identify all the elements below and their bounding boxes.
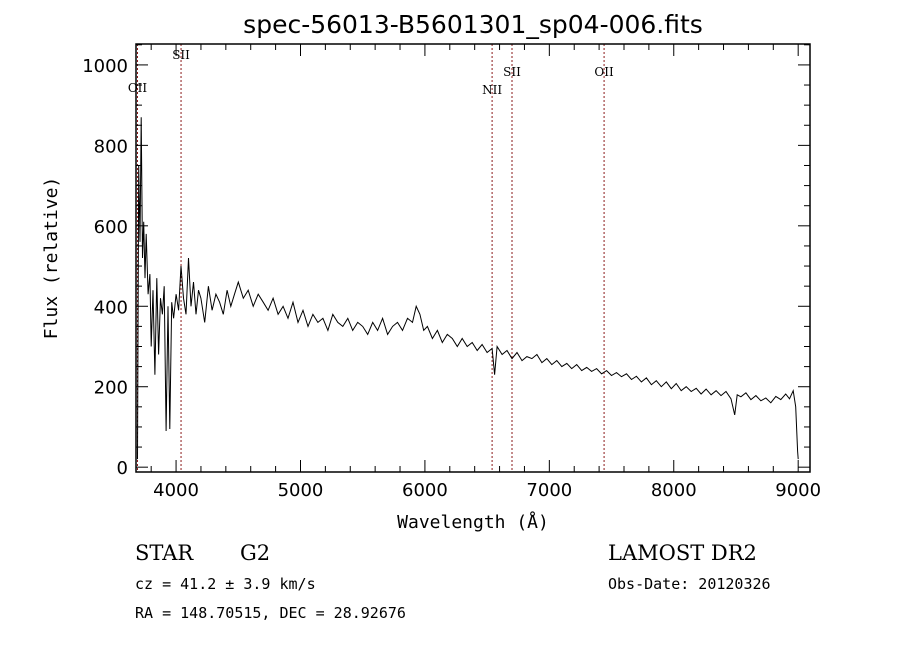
y-tick-label: 1000 (82, 56, 128, 77)
x-tick-label: 5000 (278, 480, 324, 501)
x-tick-label: 4000 (153, 480, 199, 501)
y-tick-label: 800 (94, 136, 128, 157)
emission-line-label: SII (503, 65, 521, 79)
survey-name: LAMOST DR2 (608, 541, 757, 565)
plot-frame (135, 43, 811, 473)
y-tick-label: 400 (94, 297, 128, 318)
x-axis-label: Wavelength (Å) (397, 511, 549, 533)
coordinates: RA = 148.70515, DEC = 28.92676 (135, 604, 406, 622)
chart-title: spec-56013-B5601301_sp04-006.fits (243, 10, 703, 39)
emission-line-label: OII (594, 65, 614, 79)
y-axis-label: Flux (relative) (41, 177, 62, 340)
x-tick-label: 6000 (402, 480, 448, 501)
emission-line-label: OII (128, 81, 148, 95)
redshift-cz: cz = 41.2 ± 3.9 km/s (135, 575, 316, 593)
subclass: G2 (240, 541, 270, 565)
y-tick-label: 200 (94, 378, 128, 399)
y-tick-label: 0 (117, 458, 128, 479)
emission-line-label: NII (482, 83, 502, 97)
observation-date: Obs-Date: 20120326 (608, 575, 771, 593)
x-tick-label: 9000 (775, 480, 821, 501)
emission-line-label: SII (172, 48, 190, 62)
axis-ticks: 4000 5000 6000 7000 8000 9000 0 200 400 600 800 100… (82, 44, 821, 501)
spectrum-line (137, 117, 799, 460)
object-class: STAR (135, 541, 194, 565)
y-tick-label: 600 (94, 217, 128, 238)
x-tick-label: 7000 (526, 480, 572, 501)
x-tick-label: 8000 (651, 480, 697, 501)
